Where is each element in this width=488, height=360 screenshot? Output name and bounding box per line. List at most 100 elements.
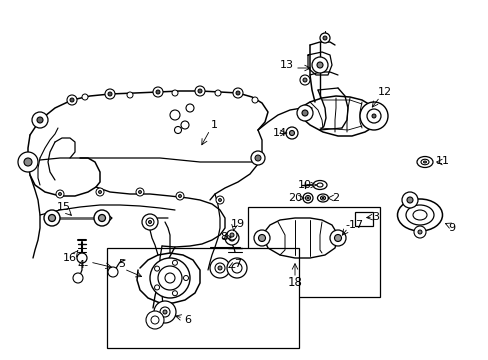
Circle shape: [70, 98, 74, 102]
Circle shape: [285, 127, 297, 139]
Circle shape: [150, 258, 190, 298]
Ellipse shape: [312, 180, 326, 189]
Circle shape: [216, 196, 224, 204]
Text: 10: 10: [297, 180, 311, 190]
Circle shape: [56, 190, 64, 198]
Circle shape: [302, 110, 307, 116]
Circle shape: [172, 90, 178, 96]
Circle shape: [215, 90, 221, 96]
Circle shape: [306, 197, 308, 199]
Circle shape: [401, 192, 417, 208]
Circle shape: [231, 263, 242, 273]
Circle shape: [323, 36, 326, 40]
Circle shape: [316, 62, 323, 68]
Circle shape: [94, 210, 110, 226]
Circle shape: [218, 266, 222, 270]
Circle shape: [218, 198, 221, 202]
Bar: [247, 207, 379, 297]
Circle shape: [254, 155, 261, 161]
Circle shape: [228, 235, 235, 241]
Text: 3: 3: [372, 212, 379, 222]
Circle shape: [37, 117, 43, 123]
Circle shape: [209, 258, 229, 278]
Circle shape: [305, 195, 310, 201]
Circle shape: [224, 231, 239, 245]
Circle shape: [195, 86, 204, 96]
Circle shape: [406, 197, 412, 203]
Text: 1: 1: [210, 120, 217, 130]
Circle shape: [226, 230, 237, 240]
Circle shape: [18, 152, 38, 172]
Circle shape: [138, 190, 141, 194]
Text: 8: 8: [220, 232, 227, 242]
Text: 15: 15: [57, 202, 71, 212]
Text: 4-: 4-: [77, 260, 88, 270]
Circle shape: [108, 92, 112, 96]
Circle shape: [158, 266, 182, 290]
Circle shape: [105, 89, 115, 99]
Ellipse shape: [412, 210, 426, 220]
Text: 19: 19: [230, 219, 244, 229]
Text: 11: 11: [435, 156, 449, 166]
Circle shape: [176, 192, 183, 200]
Circle shape: [183, 275, 188, 280]
Text: 18: 18: [287, 275, 302, 288]
Circle shape: [142, 214, 158, 230]
Circle shape: [178, 194, 181, 198]
Bar: [107, 248, 298, 348]
Circle shape: [59, 193, 61, 195]
Circle shape: [250, 151, 264, 165]
Text: 20: 20: [287, 193, 302, 203]
Circle shape: [77, 253, 87, 263]
Circle shape: [156, 90, 160, 94]
Circle shape: [253, 230, 269, 246]
Text: 16: 16: [63, 253, 77, 263]
Circle shape: [215, 263, 224, 273]
Ellipse shape: [405, 205, 433, 225]
Ellipse shape: [320, 196, 325, 200]
Circle shape: [174, 126, 181, 134]
Text: 12: 12: [377, 87, 391, 97]
Circle shape: [329, 230, 346, 246]
Circle shape: [98, 215, 105, 221]
Circle shape: [164, 273, 175, 283]
Circle shape: [198, 89, 202, 93]
Ellipse shape: [321, 197, 324, 199]
Text: 5: 5: [118, 259, 125, 269]
Text: 2: 2: [332, 193, 339, 203]
Circle shape: [32, 112, 48, 128]
Circle shape: [24, 158, 32, 166]
Circle shape: [258, 234, 265, 242]
Ellipse shape: [397, 199, 442, 231]
Circle shape: [289, 131, 294, 135]
Circle shape: [44, 210, 60, 226]
Circle shape: [371, 114, 375, 118]
Circle shape: [127, 92, 133, 98]
Circle shape: [303, 78, 306, 82]
Circle shape: [98, 190, 102, 194]
Circle shape: [160, 307, 170, 317]
Circle shape: [82, 94, 88, 100]
Circle shape: [154, 301, 176, 323]
Circle shape: [136, 188, 143, 196]
Circle shape: [48, 215, 55, 221]
Circle shape: [232, 88, 243, 98]
Circle shape: [236, 91, 240, 95]
Circle shape: [67, 95, 77, 105]
Text: 13: 13: [280, 60, 293, 70]
Circle shape: [73, 273, 83, 283]
Ellipse shape: [420, 159, 428, 165]
Circle shape: [334, 234, 341, 242]
Text: 9: 9: [447, 223, 455, 233]
Circle shape: [172, 291, 177, 296]
Circle shape: [146, 218, 154, 226]
Circle shape: [226, 258, 246, 278]
Circle shape: [417, 230, 421, 234]
Circle shape: [163, 310, 167, 314]
Circle shape: [153, 87, 163, 97]
Ellipse shape: [317, 194, 328, 202]
Circle shape: [151, 316, 159, 324]
Circle shape: [185, 104, 194, 112]
Circle shape: [299, 75, 309, 85]
Circle shape: [229, 233, 234, 237]
